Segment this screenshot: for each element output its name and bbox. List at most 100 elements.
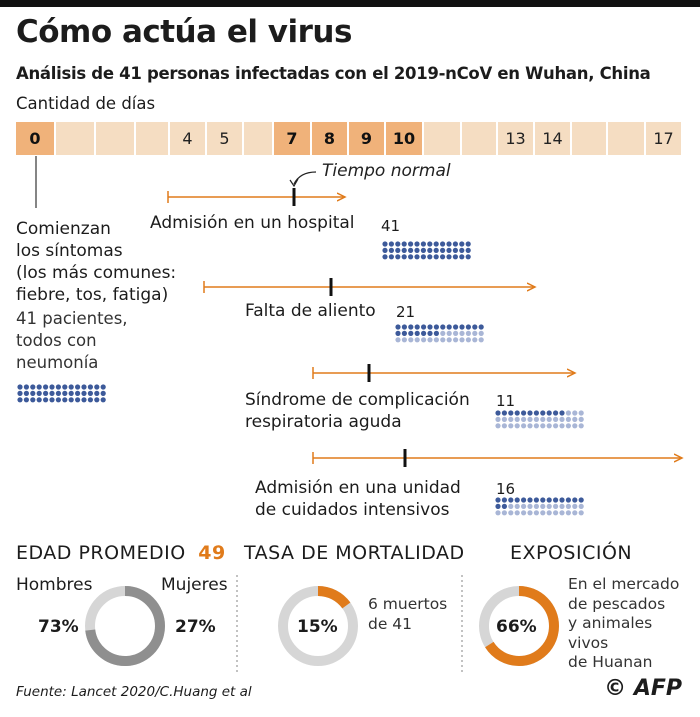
- age-donut: [85, 586, 165, 666]
- patient-dot: [508, 503, 514, 509]
- patient-dot: [395, 247, 401, 253]
- patient-dot: [87, 397, 93, 403]
- patient-dot: [578, 497, 584, 503]
- days-label: Cantidad de días: [16, 94, 156, 113]
- patient-dot: [440, 254, 446, 260]
- patient-dot: [540, 423, 546, 429]
- patient-dot: [578, 423, 584, 429]
- patient-dot: [546, 416, 552, 422]
- patient-dot: [514, 510, 520, 516]
- patient-dot: [388, 241, 394, 247]
- exposure-pct: 66%: [496, 617, 537, 637]
- patient-dot: [472, 324, 478, 330]
- patient-dot: [414, 337, 420, 343]
- dots-onset: [17, 384, 106, 403]
- patient-dot: [508, 416, 514, 422]
- onset-text: Comienzan los síntomas (los más comunes:…: [16, 218, 176, 306]
- exposure-note-line: vivos: [568, 633, 609, 652]
- mortality-note-line: 6 muertos: [368, 595, 448, 613]
- patient-dot: [446, 337, 452, 343]
- patient-dot: [408, 324, 414, 330]
- stage-label-line: de cuidados intensivos: [255, 500, 450, 520]
- scale-cell: [244, 122, 274, 155]
- exposure-note-line: En el mercado: [568, 575, 680, 593]
- patient-dot: [433, 337, 439, 343]
- patient-dot: [501, 416, 507, 422]
- patient-dot: [401, 254, 407, 260]
- patient-dot: [533, 416, 540, 422]
- patient-dot: [49, 384, 55, 390]
- patient-dot: [527, 510, 533, 516]
- patient-dot: [100, 397, 106, 403]
- patient-dot: [440, 247, 446, 253]
- patient-dot: [501, 503, 507, 509]
- age-label: EDAD PROMEDIO: [16, 542, 186, 564]
- women-label: Mujeres: [161, 575, 228, 595]
- patient-dot: [408, 241, 414, 247]
- exposure-label: EXPOSICIÓN: [510, 542, 633, 564]
- patient-dot: [521, 503, 527, 509]
- patient-dot: [459, 324, 465, 330]
- stage-range-hospital: [167, 188, 345, 206]
- patient-dot: [553, 423, 559, 429]
- scale-tick: 0: [16, 122, 56, 155]
- exposure-note-line: y animales: [568, 614, 653, 632]
- donut-segment: [479, 586, 559, 666]
- patient-dot: [408, 337, 414, 343]
- subtitle: Análisis de 41 personas infectadas con e…: [16, 64, 651, 83]
- patient-dot: [527, 503, 533, 509]
- scale-tick: 13: [498, 122, 535, 155]
- patient-dot: [427, 254, 433, 260]
- stage-count-ards: 11: [496, 392, 516, 410]
- patient-dot: [533, 423, 540, 429]
- patient-dot: [553, 510, 559, 516]
- patient-dot: [495, 410, 501, 416]
- patient-dot: [414, 241, 420, 247]
- patient-dot: [420, 247, 426, 253]
- patient-dot: [465, 337, 471, 343]
- patient-dot: [446, 324, 452, 330]
- scale-tick: 14: [535, 122, 572, 155]
- patient-dot: [553, 416, 559, 422]
- patient-dot: [521, 497, 527, 503]
- patient-dot: [55, 390, 62, 396]
- patient-dot: [478, 324, 484, 330]
- stage-range-ards: [312, 364, 575, 382]
- patient-dot: [527, 497, 533, 503]
- patient-dot: [446, 241, 452, 247]
- patient-dot: [408, 254, 414, 260]
- normal-time-label: Tiempo normal: [322, 161, 451, 181]
- patient-dot: [546, 497, 552, 503]
- patient-dot: [23, 397, 29, 403]
- source-footer: Fuente: Lancet 2020/C.Huang et al: [16, 684, 252, 700]
- patient-dot: [553, 503, 559, 509]
- patient-dot: [395, 254, 401, 260]
- patient-dot: [395, 324, 401, 330]
- patient-dot: [94, 384, 100, 390]
- patient-dot: [408, 247, 414, 253]
- patient-dot: [578, 503, 584, 509]
- patient-dot: [540, 510, 546, 516]
- patient-dot: [459, 247, 465, 253]
- patient-dot: [395, 337, 401, 343]
- patient-dot: [427, 241, 433, 247]
- patient-dot: [508, 410, 514, 416]
- patient-dot: [553, 497, 559, 503]
- men-pct: 73%: [38, 617, 79, 637]
- patient-dot: [427, 247, 433, 253]
- patient-dot: [572, 497, 578, 503]
- scale-tick: 17: [646, 122, 681, 155]
- patient-dot: [533, 510, 540, 516]
- patient-dot: [459, 254, 465, 260]
- stage-count-hospital: 41: [381, 217, 401, 235]
- normal-time-pointer: [293, 171, 317, 185]
- patient-dot: [521, 410, 527, 416]
- scale-tick: 10: [386, 122, 424, 155]
- patient-dot: [495, 423, 501, 429]
- age-section-label: EDAD PROMEDIO 49: [16, 542, 226, 564]
- patient-dot: [49, 397, 55, 403]
- patient-dot: [446, 254, 452, 260]
- stage-label-line: Síndrome de complicación: [245, 390, 470, 410]
- patient-dot: [533, 497, 540, 503]
